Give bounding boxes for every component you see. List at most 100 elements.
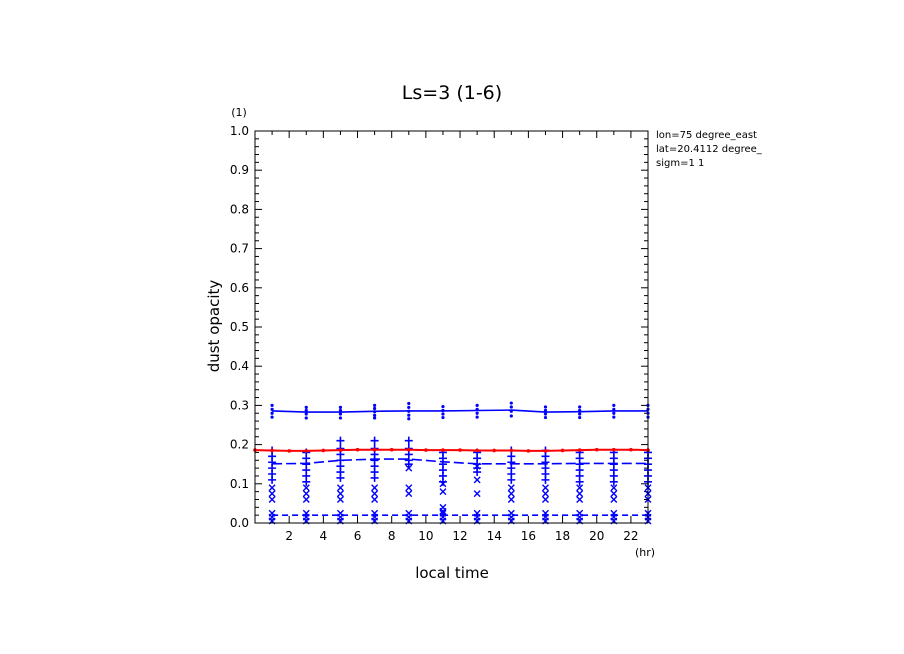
x-tick-label: 16: [521, 529, 536, 543]
y-tick-label: 0.4: [230, 359, 249, 373]
data-point-plus: [404, 460, 413, 469]
data-point-cross: [405, 484, 413, 492]
x-tick-label: 18: [555, 529, 570, 543]
x-tick-label: 14: [487, 529, 502, 543]
series-point: [612, 447, 616, 452]
series-line: [272, 458, 648, 465]
y-tick-label: 0.2: [230, 438, 249, 452]
series-point: [526, 449, 531, 453]
y-tick-label: 0.7: [230, 242, 249, 256]
data-point-dot: [578, 405, 582, 409]
data-point-cross: [576, 490, 584, 498]
data-point-cross: [268, 490, 276, 498]
data-point-dot: [373, 403, 377, 407]
data-point-dot: [407, 405, 411, 409]
series-point: [441, 448, 445, 452]
data-point-dot: [543, 405, 548, 409]
data-point-dot: [509, 414, 513, 418]
data-point-cross: [336, 484, 344, 492]
data-point-plus: [370, 436, 379, 445]
data-point-cross: [439, 480, 447, 488]
data-point-cross: [336, 495, 344, 503]
x-tick-label: 4: [320, 529, 328, 543]
x-tick-label: 22: [623, 529, 638, 543]
series-point: [270, 448, 274, 453]
y-tick-label: 0.0: [230, 516, 249, 530]
data-point-dot: [304, 405, 308, 409]
data-point-plus: [541, 475, 550, 484]
x-tick-label: 20: [589, 529, 604, 543]
data-point-dot: [578, 412, 582, 416]
series-point: [594, 447, 599, 452]
x-tick-label: 6: [354, 529, 362, 543]
data-point-cross: [507, 490, 515, 498]
info-line-lat: lat=20.4112 degree_: [656, 144, 763, 155]
axes: 0.0 0.1 0.2 0.3 0.4 0.5 0.6 0.7 0.8 0.9 1.0 2 4 6 8 10 1…: [230, 124, 649, 543]
data-point-cross: [405, 464, 413, 472]
data-point-dot: [373, 406, 377, 411]
data-point-plus: [473, 468, 482, 477]
series-point: [406, 447, 411, 452]
data-point-cross: [439, 488, 447, 496]
x-tick-label: 2: [285, 529, 293, 543]
x-tick-label: 12: [452, 529, 467, 543]
data-point-dot: [270, 403, 274, 407]
data-point-plus: [370, 473, 379, 482]
info-line-lon: lon=75 degree_east: [656, 130, 757, 141]
info-line-sigm: sigm=1 1: [656, 158, 704, 169]
data-point-cross: [473, 476, 481, 484]
data-point-dot: [407, 417, 411, 421]
data-point-cross: [576, 484, 584, 492]
data-point-dot: [441, 412, 445, 416]
x-tick-label: 10: [418, 529, 433, 543]
y-tick-label: 1.0: [230, 124, 249, 138]
data-point-dot: [373, 413, 377, 417]
data-point-dot: [373, 416, 377, 420]
data-point-cross: [268, 484, 276, 492]
data-point-plus: [404, 436, 413, 445]
data-point-plus: [507, 475, 516, 484]
data-point-plus: [609, 477, 618, 486]
plot-frame: [254, 130, 649, 524]
series-point: [338, 448, 343, 452]
series-point: [560, 448, 565, 453]
data-point-dot: [475, 415, 479, 419]
data-point-cross: [576, 495, 584, 503]
series-point: [492, 448, 497, 453]
data-point-cross: [507, 495, 515, 503]
data-point-plus: [336, 473, 345, 482]
data-point-dot: [612, 411, 616, 415]
data-point-dot: [543, 412, 548, 416]
data-point-plus: [302, 477, 311, 486]
series-point: [304, 449, 309, 453]
data-point-dot: [338, 412, 343, 416]
data-point-dot: [612, 415, 616, 419]
x-axis-label: local time: [415, 564, 489, 582]
series-line: [272, 409, 648, 413]
series-point: [424, 448, 428, 452]
data-point-cross: [371, 484, 379, 492]
series-point: [475, 448, 479, 453]
data-point-cross: [541, 490, 549, 498]
data-point-dot: [270, 411, 274, 415]
data-point-cross: [302, 490, 310, 498]
data-point-cross: [439, 507, 447, 515]
data-point-dot: [612, 403, 616, 407]
plot-data: [253, 401, 652, 525]
data-point-cross: [541, 495, 549, 503]
x-tick-label: 8: [388, 529, 396, 543]
data-point-dot: [304, 412, 308, 416]
series-point: [321, 448, 326, 453]
y-tick-label: 0.3: [230, 398, 249, 412]
data-point-dot: [270, 415, 274, 419]
x-unit-label: (hr): [635, 546, 655, 559]
data-point-dot: [338, 405, 343, 409]
data-point-dot: [338, 416, 343, 420]
data-point-dot: [543, 415, 548, 420]
data-point-cross: [336, 490, 344, 498]
info-block: lon=75 degree_east lat=20.4112 degree_ s…: [656, 130, 763, 169]
y-tick-label: 0.8: [230, 202, 249, 216]
data-point-cross: [473, 490, 481, 498]
series-point: [629, 447, 633, 452]
data-point-cross: [507, 484, 515, 492]
